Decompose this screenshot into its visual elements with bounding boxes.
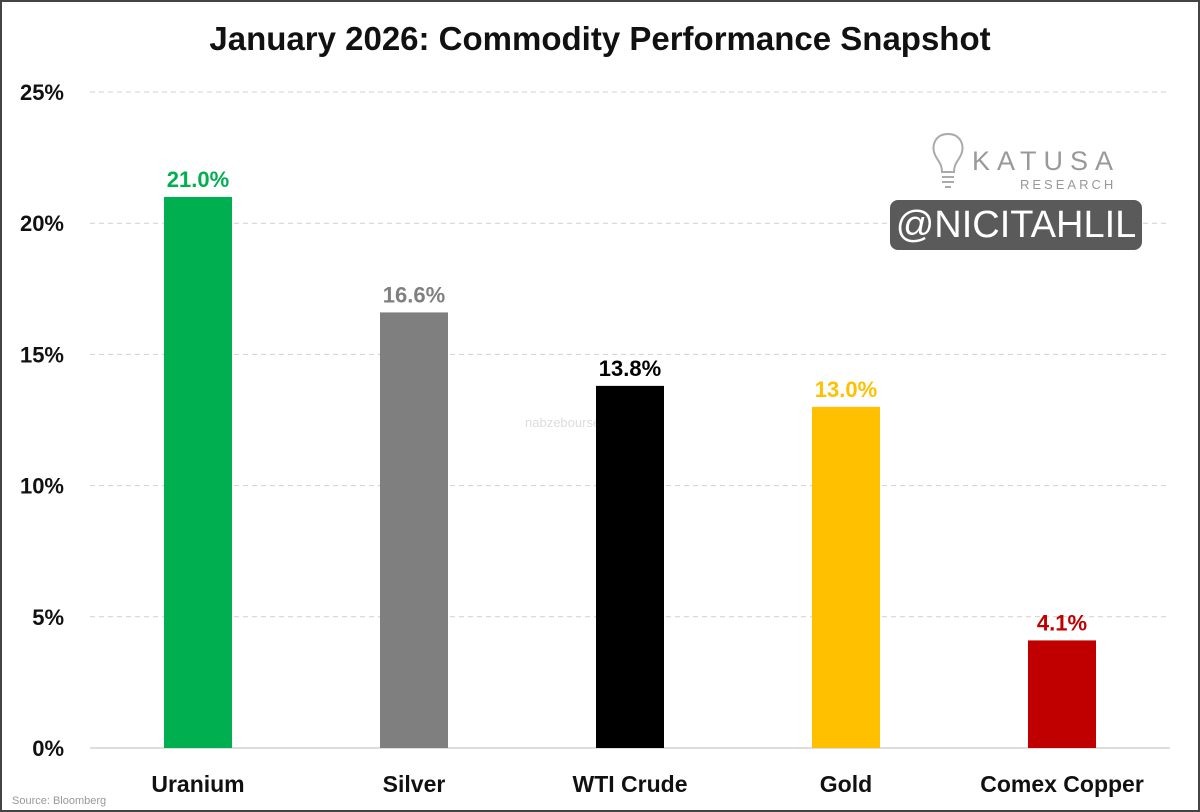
bar-uranium [164,196,232,748]
logo-name: KATUSA [972,146,1121,176]
source-note: Source: Bloomberg [12,795,107,807]
bar-gold [812,406,880,748]
lightbulb-icon [932,132,964,188]
bar-wti-crude [596,385,664,748]
data-label: 21.0% [167,167,229,192]
bar-silver [380,312,448,748]
x-tick-label: Silver [383,771,446,797]
y-tick-label: 15% [20,342,64,367]
x-tick-label: Gold [820,771,872,797]
y-tick-label: 5% [32,605,64,630]
bar-comex-copper [1028,640,1096,748]
y-tick-label: 25% [20,80,64,105]
data-label: 13.8% [599,356,661,381]
y-tick-label: 0% [32,736,64,761]
x-tick-label: WTI Crude [573,771,688,797]
katusa-logo: KATUSA RESEARCH [930,130,1113,192]
chart-title: January 2026: Commodity Performance Snap… [209,20,991,57]
watermark: nabzebourse [525,415,601,430]
logo-sub: RESEARCH [1020,177,1117,192]
y-tick-label: 20% [20,211,64,236]
y-tick-label: 10% [20,474,64,499]
handle-badge: @NICITAHLIL [890,200,1142,250]
x-tick-label: Uranium [151,771,244,797]
data-label: 16.6% [383,282,445,307]
x-tick-label: Comex Copper [980,771,1144,797]
data-label: 4.1% [1037,610,1087,635]
data-label: 13.0% [815,377,877,402]
